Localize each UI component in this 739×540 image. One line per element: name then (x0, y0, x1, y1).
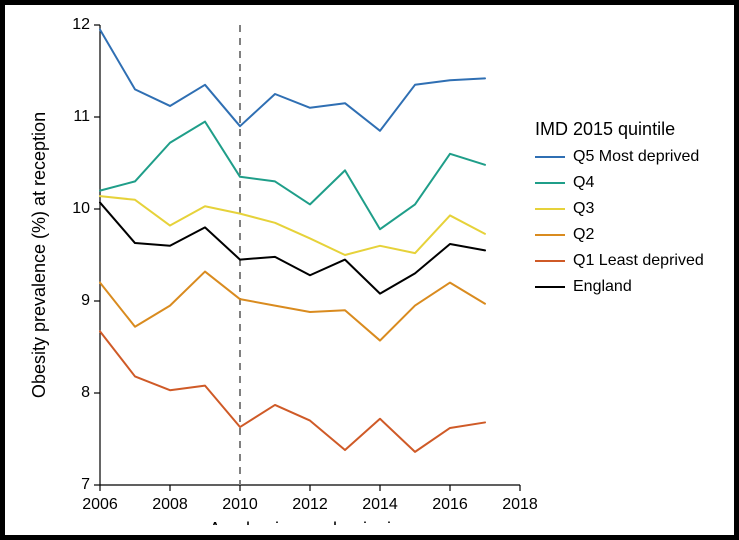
x-tick-label: 2010 (222, 496, 258, 513)
y-tick-label: 8 (81, 384, 90, 401)
line-chart-svg: 7 8 9 10 11 12 2006 2008 2010 2012 2014 2016 2018 Aca… (15, 15, 724, 525)
x-tick-label: 2014 (362, 496, 398, 513)
y-tick-label: 9 (81, 292, 90, 309)
series-line-q2 (100, 272, 485, 341)
y-axis-title: Obesity prevalence (%) at reception (29, 112, 49, 398)
series-line-q4 (100, 122, 485, 230)
legend-label-q1: Q1 Least deprived (573, 252, 704, 269)
x-tick-label: 2006 (82, 496, 118, 513)
x-axis-title: Academic year beginning (209, 519, 411, 525)
series-line-q1 (100, 331, 485, 452)
legend-label-q4: Q4 (573, 174, 594, 191)
y-tick-label: 7 (81, 476, 90, 493)
x-tick-label: 2016 (432, 496, 468, 513)
x-tick-label: 2008 (152, 496, 188, 513)
legend-label-q5: Q5 Most deprived (573, 148, 699, 165)
legend-title: IMD 2015 quintile (535, 119, 675, 139)
x-tick-label: 2012 (292, 496, 328, 513)
y-tick-label: 11 (73, 108, 90, 125)
x-tick-label: 2018 (502, 496, 538, 513)
legend-label-england: England (573, 278, 632, 295)
legend-label-q2: Q2 (573, 226, 594, 243)
y-tick-label: 12 (72, 16, 90, 33)
chart-container: 7 8 9 10 11 12 2006 2008 2010 2012 2014 2016 2018 Aca… (15, 15, 724, 525)
series-line-q3 (100, 196, 485, 255)
series-line-q5 (100, 30, 485, 131)
legend-label-q3: Q3 (573, 200, 594, 217)
y-tick-label: 10 (72, 200, 90, 217)
chart-frame: 7 8 9 10 11 12 2006 2008 2010 2012 2014 2016 2018 Aca… (0, 0, 739, 540)
